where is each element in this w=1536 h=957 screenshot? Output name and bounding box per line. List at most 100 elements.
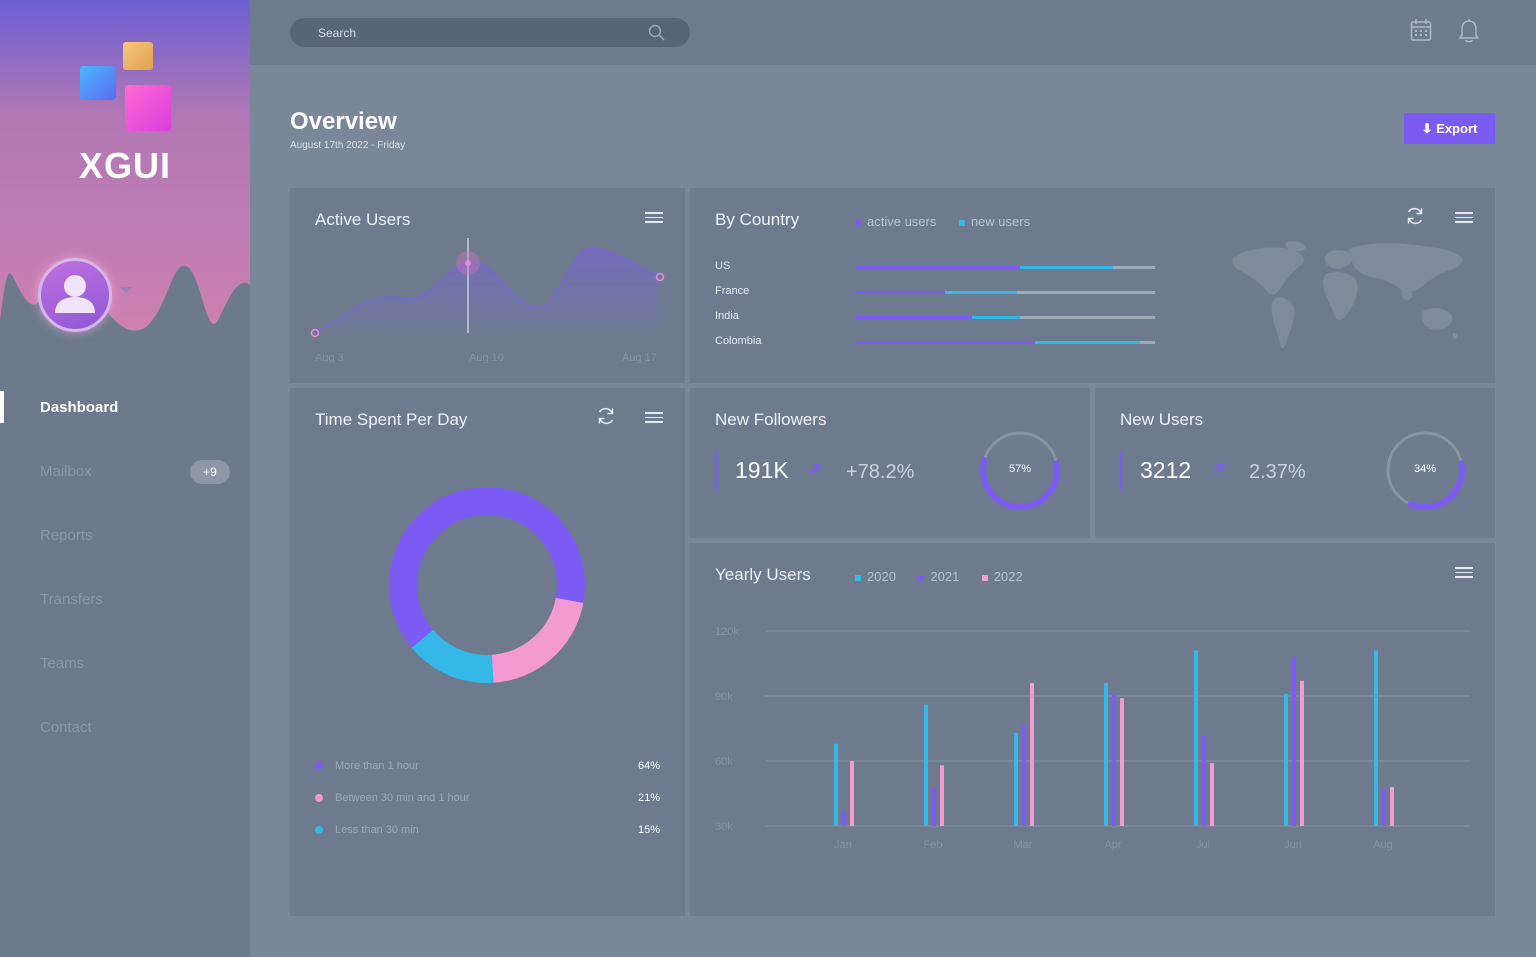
sidebar-item-contact[interactable]: Contact	[0, 695, 250, 759]
y-tick-label: 30k	[715, 821, 733, 833]
card-title: New Followers	[715, 410, 827, 429]
sidebar-item-reports[interactable]: Reports	[0, 503, 250, 567]
card-title: New Users	[1120, 410, 1204, 429]
active-users-bar	[855, 291, 945, 294]
card-title: Yearly Users	[715, 565, 811, 584]
legend-label: 2020	[867, 569, 896, 584]
sidebar-item-label: Contact	[40, 718, 92, 736]
stat-change: +78.2%	[846, 461, 915, 483]
legend-label: active users	[867, 214, 937, 229]
calendar-icon[interactable]	[1410, 18, 1432, 42]
by-country-card: By Country active users new users US Fra…	[690, 188, 1495, 383]
bar	[940, 765, 944, 826]
legend-value: 64%	[637, 760, 660, 772]
mailbox-count-badge: +9	[190, 460, 230, 484]
bar	[1104, 683, 1108, 826]
legend-swatch	[855, 574, 861, 581]
export-button[interactable]: ⬇ Export	[1404, 113, 1495, 144]
bar	[1374, 650, 1378, 826]
bell-icon[interactable]	[1458, 18, 1480, 44]
card-title: Time Spent Per Day	[315, 410, 468, 429]
yearly-users-bar-chart: 30k 60k 90k 120k Jan Feb Mar Apr Jul Jun Aug	[715, 626, 1470, 851]
active-users-bar	[855, 316, 972, 319]
country-label: India	[715, 310, 739, 322]
legend-label: Between 30 min and 1 hour	[335, 792, 470, 804]
bar	[842, 810, 846, 826]
x-tick-label: Aug 10	[469, 352, 504, 363]
refresh-icon[interactable]	[1405, 206, 1425, 226]
active-users-end-point	[655, 272, 665, 282]
stat-divider	[1120, 451, 1122, 491]
y-tick-label: 60k	[715, 756, 733, 768]
sidebar-item-label: Teams	[40, 654, 85, 672]
legend-value: 15%	[637, 824, 660, 836]
followers-progress-arc	[980, 430, 1060, 510]
legend-item: 2021	[918, 569, 959, 584]
user-avatar[interactable]	[38, 258, 112, 332]
time-spent-donut-chart	[389, 487, 585, 683]
search-input[interactable]	[290, 25, 630, 40]
country-row: India	[715, 310, 1155, 324]
refresh-icon[interactable]	[596, 406, 616, 426]
country-label: US	[715, 260, 731, 272]
x-tick-label: Aug	[1373, 839, 1393, 851]
time-spent-card: Time Spent Per Day More than 1 hour 64% …	[290, 388, 685, 916]
sidebar-item-label: Reports	[40, 526, 93, 544]
ring-percent-label: 34%	[1413, 463, 1437, 475]
chevron-down-icon[interactable]	[120, 287, 132, 293]
time-legend-item: Less than 30 min 15%	[315, 824, 660, 836]
menu-icon[interactable]	[645, 412, 663, 424]
logo-mark	[78, 40, 178, 135]
sidebar-hero-background	[0, 0, 250, 331]
bar	[932, 787, 936, 826]
legend-swatch	[981, 574, 988, 581]
followers-progress-ring	[980, 430, 1060, 510]
active-users-start-point	[310, 328, 320, 338]
country-bar-track	[855, 291, 1155, 294]
yearly-users-card: Yearly Users 2020 2021 2022 30k 60k 90k 120…	[690, 543, 1495, 916]
menu-icon[interactable]	[1455, 212, 1473, 224]
bar	[1292, 657, 1296, 826]
bar	[1120, 698, 1124, 826]
bar	[834, 743, 838, 826]
time-legend-item: Between 30 min and 1 hour 21%	[315, 792, 660, 804]
sidebar-item-dashboard[interactable]: Dashboard	[0, 375, 250, 439]
donut-segment	[411, 629, 494, 683]
x-tick-label: Apr	[1104, 839, 1121, 851]
time-legend-item: More than 1 hour 64%	[315, 760, 660, 772]
legend-item: new users	[958, 214, 1030, 229]
country-bar-track	[855, 266, 1155, 269]
x-tick-label: Aug 3	[315, 352, 344, 363]
country-label: Colombia	[715, 335, 762, 347]
legend-swatch	[315, 762, 323, 771]
active-users-bar	[855, 266, 1020, 269]
logo-text: XGUI	[78, 145, 171, 186]
bar	[850, 761, 854, 826]
search-icon[interactable]	[648, 24, 666, 42]
sidebar-item-teams[interactable]: Teams	[0, 631, 250, 695]
y-tick-label: 90k	[715, 691, 733, 703]
country-row: US	[715, 260, 1155, 274]
legend-swatch	[958, 219, 965, 226]
legend-item: 2022	[981, 569, 1023, 584]
donut-segment	[491, 597, 584, 683]
legend-value: 21%	[637, 792, 660, 804]
sidebar-item-transfers[interactable]: Transfers	[0, 567, 250, 631]
sidebar-item-mailbox[interactable]: Mailbox +9	[0, 439, 250, 503]
x-tick-label: Jan	[834, 839, 852, 851]
bar	[1202, 735, 1206, 826]
menu-icon[interactable]	[1455, 567, 1473, 579]
bar	[1382, 789, 1386, 826]
active-users-highlight-point-core	[465, 260, 471, 266]
users-progress-arc	[1385, 430, 1465, 510]
country-label: France	[715, 285, 750, 297]
country-bar-track	[855, 341, 1155, 344]
x-tick-label: Feb	[924, 839, 943, 851]
legend-label: 2022	[993, 569, 1023, 584]
x-tick-label: Aug 17	[622, 352, 657, 363]
legend: active users new users	[855, 213, 1048, 231]
menu-icon[interactable]	[645, 212, 663, 224]
bar	[1210, 763, 1214, 826]
active-users-chart: Aug 3 Aug 10 Aug 17	[310, 238, 665, 363]
bar	[1194, 650, 1198, 826]
